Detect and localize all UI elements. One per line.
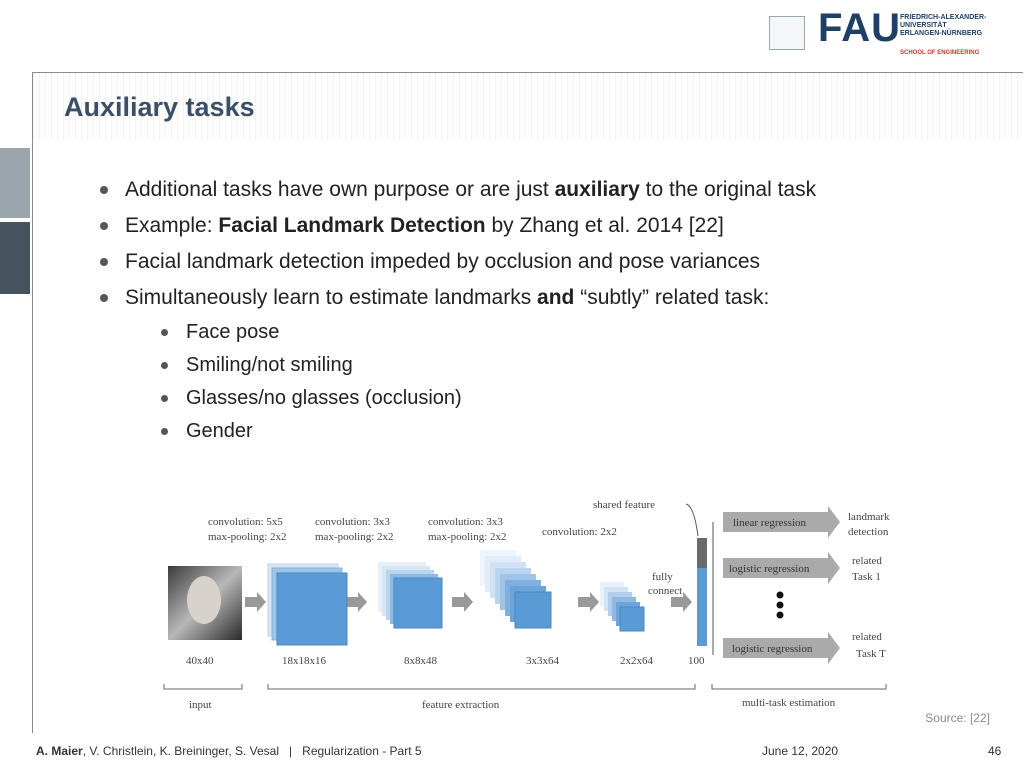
bullet-item: Additional tasks have own purpose or are… — [100, 172, 816, 208]
bullet-list: Additional tasks have own purpose or are… — [100, 172, 816, 448]
output-label: Task 1 — [852, 571, 881, 583]
sub-bullet-item: Gender — [100, 415, 816, 448]
sidebar-marker-dark — [0, 222, 30, 294]
sub-bullet-item: Smiling/not smiling — [100, 349, 816, 382]
output-label: related — [852, 631, 882, 643]
conv2-label: convolution: 3x3 — [315, 516, 390, 528]
logistic-regression-label: logistic regression — [732, 643, 813, 655]
sub-bullet-item: Face pose — [100, 316, 816, 349]
output-label: Task T — [856, 648, 886, 660]
feature-map-stack-3 — [480, 550, 552, 629]
shared-feature-vector — [697, 538, 707, 568]
ellipsis-dot — [776, 611, 784, 619]
output-label: related — [852, 555, 882, 567]
sidebar-marker-light — [0, 148, 30, 218]
ellipsis-dot — [776, 591, 784, 599]
fully-connect-label: connect — [648, 585, 682, 597]
title-band — [33, 73, 1022, 139]
footer-lecture: Regularization - Part 5 — [302, 744, 422, 758]
pool1-label: max-pooling: 2x2 — [208, 531, 287, 543]
output-label: landmark — [848, 511, 890, 523]
linear-regression-label: linear regression — [733, 517, 806, 529]
university-name: FRIEDRICH-ALEXANDER- UNIVERSITÄT ERLANGE… — [900, 14, 987, 37]
conv3-label: convolution: 3x3 — [428, 516, 503, 528]
shared-feature-label: shared feature — [593, 499, 655, 511]
flow-arrow — [452, 592, 473, 612]
face-image — [187, 576, 221, 624]
bullet-item: Example: Facial Landmark Detection by Zh… — [100, 208, 816, 244]
slide-footer: A. Maier, V. Christlein, K. Breininger, … — [0, 734, 1024, 768]
school-name: SCHOOL OF ENGINEERING — [900, 50, 980, 56]
dim-label: 8x8x48 — [404, 655, 438, 667]
dim-label: 100 — [688, 655, 705, 667]
output-label: detection — [848, 526, 889, 538]
feature-map-stack-2 — [378, 562, 443, 629]
logistic-regression-label: logistic regression — [729, 563, 810, 575]
head-arrow-logistic-1: logistic regression — [723, 552, 840, 584]
ellipsis-dot — [776, 601, 784, 609]
section-bracket — [163, 684, 243, 690]
conv1-label: convolution: 5x5 — [208, 516, 283, 528]
source-citation: Source: [22] — [925, 711, 990, 725]
dim-label: 18x18x16 — [282, 655, 327, 667]
pool3-label: max-pooling: 2x2 — [428, 531, 507, 543]
flow-arrow — [245, 592, 266, 612]
fau-logo: FAU — [818, 6, 901, 50]
sub-bullet-item: Glasses/no glasses (occlusion) — [100, 382, 816, 415]
conv4-label: convolution: 2x2 — [542, 526, 617, 538]
flow-arrow — [346, 592, 367, 612]
shared-feature-pointer — [685, 503, 699, 537]
page-number: 46 — [988, 744, 1002, 758]
footer-date: June 12, 2020 — [762, 744, 839, 758]
flow-arrow — [671, 592, 692, 612]
dim-label: 2x2x64 — [620, 655, 654, 667]
slide-frame — [32, 72, 1023, 733]
head-arrow-logistic-t: logistic regression — [723, 632, 840, 664]
section-label: feature extraction — [422, 699, 500, 711]
institute-logo-icon — [769, 16, 805, 50]
dim-label: 3x3x64 — [526, 655, 560, 667]
footer-authors: A. Maier, V. Christlein, K. Breininger, … — [36, 744, 422, 758]
feature-map-stack-4 — [600, 582, 645, 632]
section-label: input — [189, 699, 212, 711]
slide-title: Auxiliary tasks — [64, 92, 255, 122]
feature-map-stack-1 — [267, 563, 348, 646]
pool2-label: max-pooling: 2x2 — [315, 531, 394, 543]
flow-arrow — [578, 592, 599, 612]
section-label: multi-task estimation — [742, 697, 836, 709]
bullet-item: Facial landmark detection impeded by occ… — [100, 244, 816, 280]
head-arrow-linear: linear regression — [723, 506, 840, 538]
dim-label: 40x40 — [186, 655, 214, 667]
tcdcn-architecture-diagram: convolution: 5x5 max-pooling: 2x2 convol… — [163, 499, 890, 711]
bullet-item: Simultaneously learn to estimate landmar… — [100, 280, 816, 316]
shared-feature-vector — [697, 538, 707, 646]
section-bracket — [267, 684, 696, 690]
section-bracket — [711, 684, 887, 690]
fully-connect-label: fully — [652, 571, 673, 583]
